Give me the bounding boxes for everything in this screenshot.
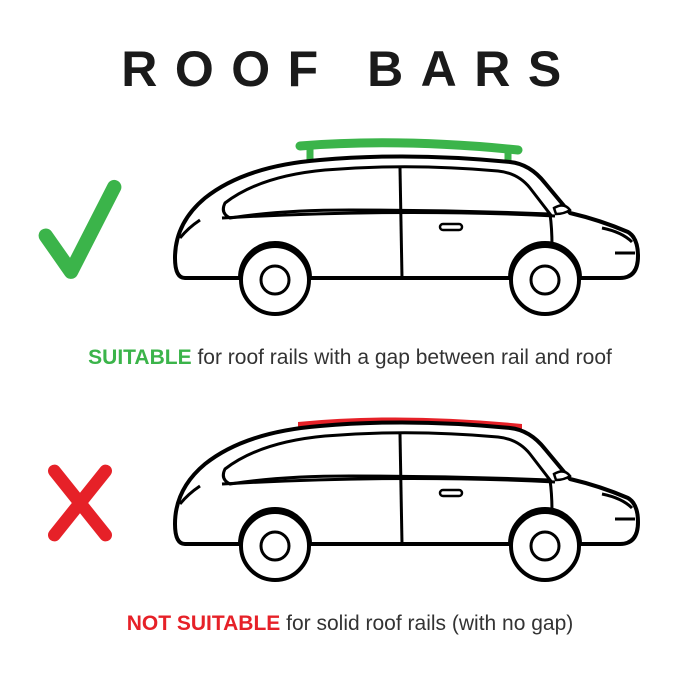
- row-suitable: [30, 128, 670, 338]
- page-title: ROOF BARS: [30, 40, 670, 98]
- row-not-suitable: [30, 394, 670, 604]
- car-suitable: [130, 128, 670, 338]
- caption-suitable: SUITABLE for roof rails with a gap betwe…: [30, 346, 670, 370]
- cross-icon: [30, 439, 130, 559]
- car-not-suitable: [130, 394, 670, 604]
- caption-suitable-rest: for roof rails with a gap between rail a…: [192, 346, 612, 369]
- checkmark-icon: [30, 173, 130, 293]
- infographic-roof-bars: ROOF BARS SUITABLE for roof rails with a…: [0, 0, 700, 700]
- caption-suitable-strong: SUITABLE: [88, 346, 191, 369]
- caption-not-suitable-strong: NOT SUITABLE: [127, 612, 281, 635]
- caption-not-suitable-rest: for solid roof rails (with no gap): [280, 612, 573, 635]
- caption-not-suitable: NOT SUITABLE for solid roof rails (with …: [30, 612, 670, 636]
